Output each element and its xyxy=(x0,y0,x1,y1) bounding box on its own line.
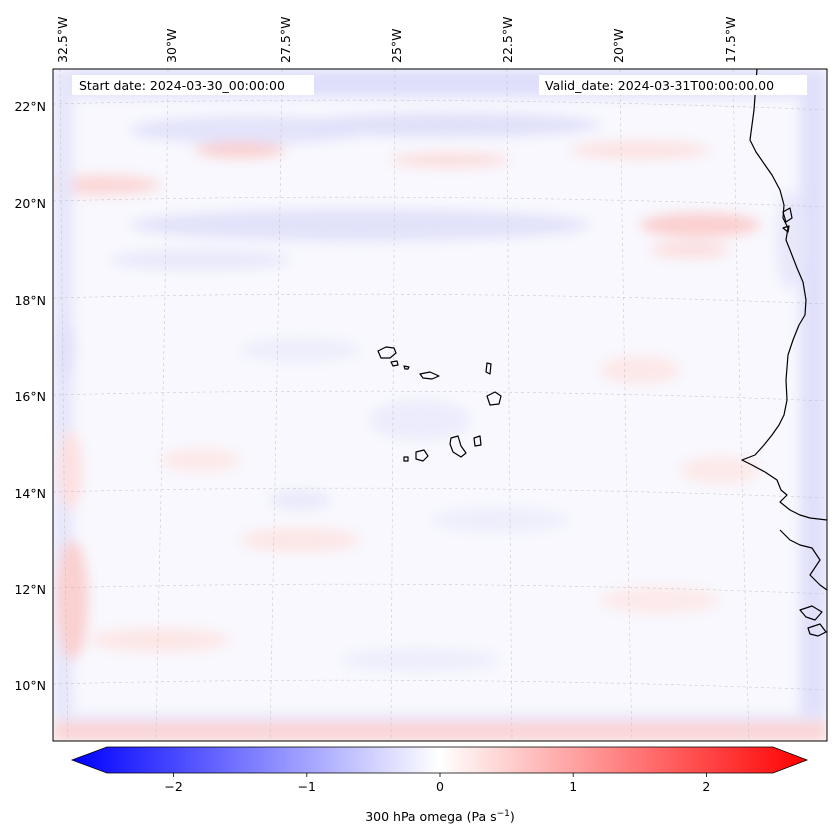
lat-label-16: 16°N xyxy=(14,389,46,404)
colorbar-body xyxy=(70,746,809,774)
start-date-label: Start date: 2024-03-30_00:00:00 xyxy=(79,78,285,93)
island-santo-antao xyxy=(377,346,397,359)
map-frame xyxy=(52,68,828,742)
lat-label-14: 14°N xyxy=(14,486,46,501)
start-date-box xyxy=(72,75,314,95)
grid-lon-17-5 xyxy=(732,69,750,741)
graticule xyxy=(53,69,827,741)
grid-lat-20 xyxy=(53,196,827,208)
island-boa-vista xyxy=(486,391,502,406)
colorbar-tick-label: 1 xyxy=(569,779,577,794)
colorbar-tick-label: −1 xyxy=(298,779,316,794)
colorbar-label-exponent: −1 xyxy=(497,809,510,819)
colorbar-ticks: −2 −1 0 1 2 xyxy=(164,773,710,794)
island-sao-nicolau xyxy=(419,371,440,380)
lat-label-22: 22°N xyxy=(14,99,46,114)
grid-lat-22 xyxy=(53,99,827,111)
grid-lon-20 xyxy=(619,69,633,741)
lat-label-10: 10°N xyxy=(14,678,46,693)
colorbar-tick-label: −2 xyxy=(164,779,182,794)
island-maio xyxy=(473,435,482,447)
grid-lon-25 xyxy=(390,69,396,741)
lat-label-18: 18°N xyxy=(14,293,46,308)
lon-label-22-5: 22.5°W xyxy=(500,17,515,63)
lon-label-30: 30°W xyxy=(164,28,179,63)
colorbar-label-text: 300 hPa omega (Pa s xyxy=(365,809,496,824)
grid-lon-27-5 xyxy=(269,69,283,741)
omega-field xyxy=(53,69,827,741)
grid-lat-10 xyxy=(53,679,827,691)
colorbar-tick-label: 0 xyxy=(436,779,444,794)
coastline-africa xyxy=(741,69,827,637)
island-sal xyxy=(485,362,492,375)
valid-date-box xyxy=(539,75,807,95)
island-santa-luzia xyxy=(403,365,410,370)
lon-label-25: 25°W xyxy=(389,28,404,63)
lon-label-20: 20°W xyxy=(611,28,626,63)
valid-date-label: Valid_date: 2024-03-31T00:00:00.00 xyxy=(545,78,774,93)
island-santiago xyxy=(449,435,467,458)
lon-label-17-5: 17.5°W xyxy=(723,17,738,63)
grid-lat-16 xyxy=(53,390,827,402)
lat-label-20: 20°N xyxy=(14,196,46,211)
island-fogo xyxy=(415,449,429,462)
cape-verde-islands xyxy=(377,346,502,462)
grid-lat-18 xyxy=(53,293,827,305)
lon-labels: 32.5°W 30°W 27.5°W 25°W 22.5°W 20°W 17.5… xyxy=(55,17,738,63)
lon-label-32-5: 32.5°W xyxy=(55,17,70,63)
colorbar: −2 −1 0 1 2 300 hPa omega (Pa s−1) xyxy=(70,746,809,824)
colorbar-label: 300 hPa omega (Pa s−1) xyxy=(365,809,515,824)
lat-label-12: 12°N xyxy=(14,582,46,597)
grid-lat-12 xyxy=(53,583,827,595)
grid-lon-30 xyxy=(155,69,169,741)
grid-lon-22-5 xyxy=(506,69,513,741)
island-brava xyxy=(403,456,409,462)
colorbar-tick-label: 2 xyxy=(702,779,710,794)
island-sao-vicente xyxy=(390,360,399,367)
grid-lat-14 xyxy=(53,487,827,499)
lon-label-27-5: 27.5°W xyxy=(278,17,293,63)
lat-labels: 22°N 20°N 18°N 16°N 14°N 12°N 10°N xyxy=(14,99,46,693)
coastline-islets xyxy=(782,207,793,233)
grid-lon-32-5 xyxy=(59,69,69,741)
colorbar-label-close: ) xyxy=(510,809,515,824)
